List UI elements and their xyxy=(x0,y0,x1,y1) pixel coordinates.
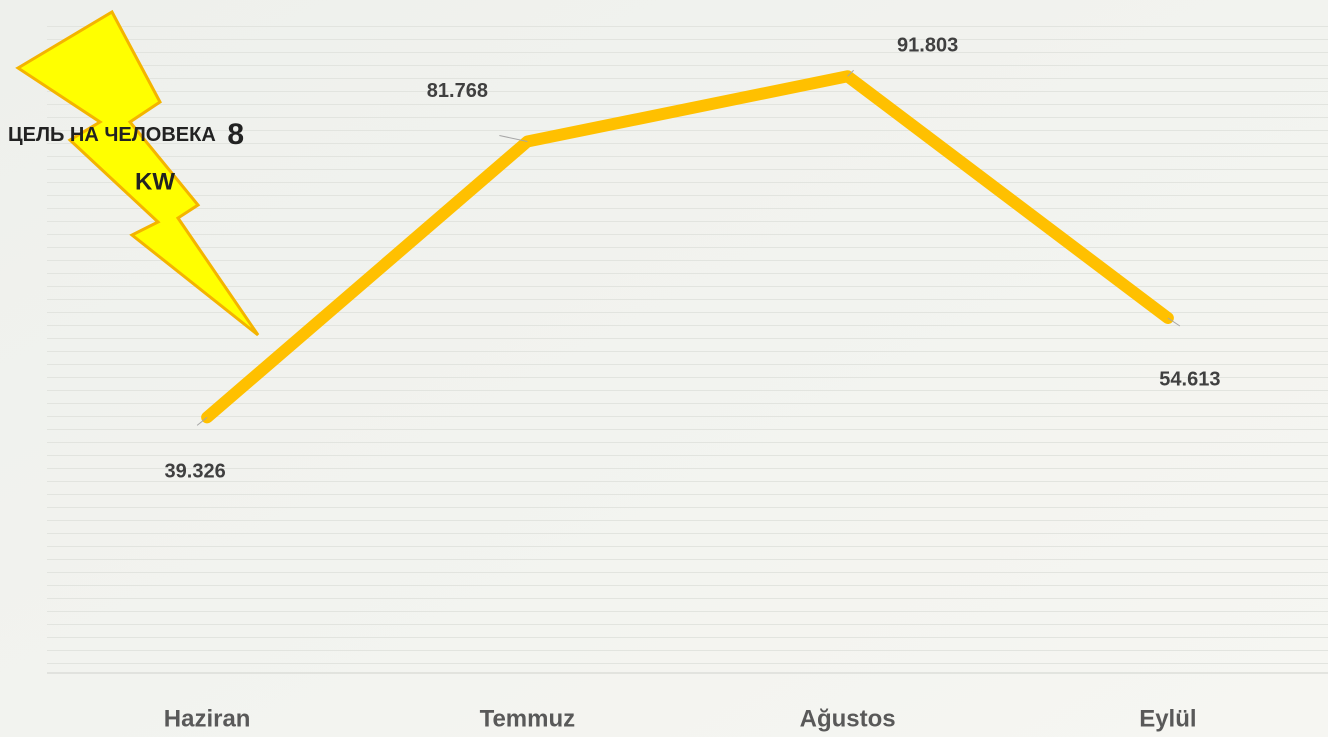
x-tick-label: Eylül xyxy=(1139,705,1196,732)
annotation-number: 8 xyxy=(227,118,244,151)
x-tick-label: Haziran xyxy=(164,705,251,732)
data-label: 81.768 xyxy=(427,80,488,102)
data-label: 91.803 xyxy=(897,35,958,57)
data-label: 39.326 xyxy=(165,461,226,483)
annotation-unit: KW xyxy=(135,168,175,195)
chart: ЦЕЛЬ НА ЧЕЛОВЕКА 8 KW Haziran Temmuz Ağust… xyxy=(0,0,1328,737)
data-label: 54.613 xyxy=(1159,368,1220,390)
x-tick-label: Temmuz xyxy=(480,705,576,732)
annotation-text: ЦЕЛЬ НА ЧЕЛОВЕКА xyxy=(8,124,216,146)
x-tick-label: Ağustos xyxy=(800,705,896,732)
